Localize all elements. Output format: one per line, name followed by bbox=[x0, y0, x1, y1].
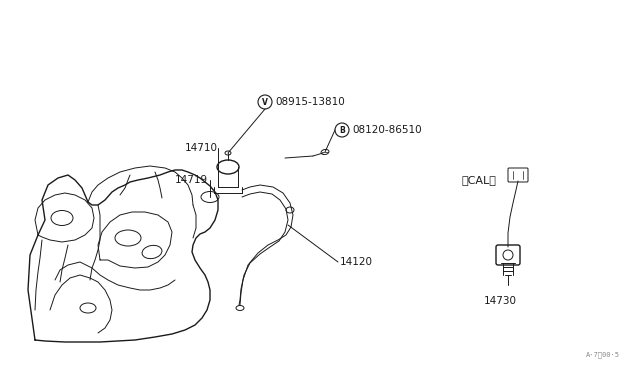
Text: 14719: 14719 bbox=[175, 175, 208, 185]
Text: 08120-86510: 08120-86510 bbox=[352, 125, 422, 135]
Text: （CAL）: （CAL） bbox=[462, 175, 497, 185]
Text: 08915-13810: 08915-13810 bbox=[275, 97, 345, 107]
Text: 14710: 14710 bbox=[185, 143, 218, 153]
Text: 14120: 14120 bbox=[340, 257, 373, 267]
Text: 14730: 14730 bbox=[483, 296, 516, 306]
Text: V: V bbox=[262, 97, 268, 106]
Text: A·7：00·5: A·7：00·5 bbox=[586, 352, 620, 358]
Text: B: B bbox=[339, 125, 345, 135]
